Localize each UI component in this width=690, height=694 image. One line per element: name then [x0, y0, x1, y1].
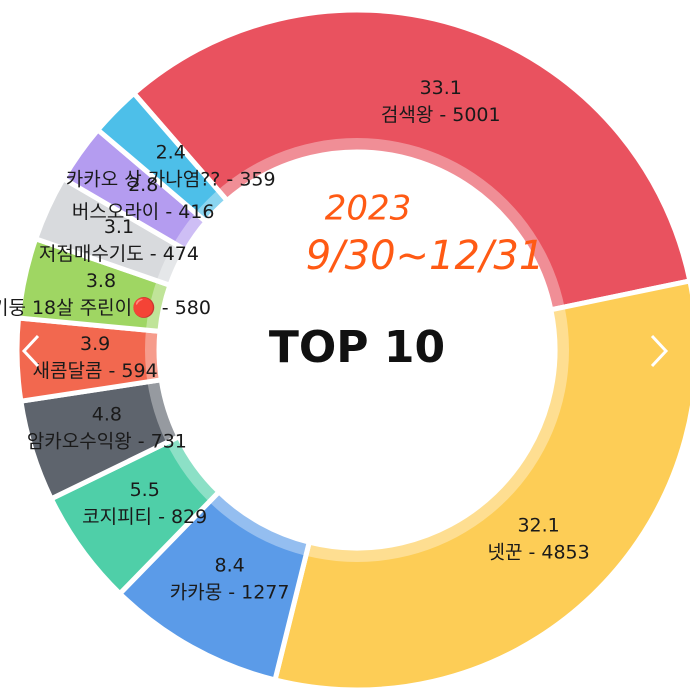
slice-label: 카카오 상 가나염?? - 359 — [66, 168, 276, 190]
slice-label: 검색왕 - 5001 — [381, 104, 501, 126]
annotation: 2023 — [325, 189, 412, 229]
slice-label: 버스오라이 - 416 — [72, 201, 215, 223]
slice-value: 5.5 — [130, 479, 160, 501]
slice-value: 2.8 — [128, 174, 158, 196]
slice-value: 4.8 — [92, 403, 122, 425]
slice-label: 암카오수익왕 - 731 — [27, 430, 187, 452]
slice-label: 저점매수기도 - 474 — [39, 243, 199, 265]
next-arrow[interactable] — [650, 334, 669, 368]
slice-label: 카카몽 - 1277 — [170, 581, 290, 603]
slice-label: 코지피티 - 829 — [82, 506, 207, 528]
slice-value: 2.4 — [156, 141, 186, 163]
donut-hole — [159, 152, 555, 548]
prev-arrow[interactable] — [21, 334, 40, 368]
slice-value: 32.1 — [517, 514, 559, 536]
slice-label: 새콤달콤 - 594 — [33, 360, 158, 382]
slice-value: 3.9 — [80, 333, 110, 355]
slice-label: 기둥 18살 주린이🔴 - 580 — [0, 296, 211, 319]
slice-value: 3.1 — [104, 216, 134, 238]
slice-value: 8.4 — [215, 554, 245, 576]
annotation: 9/30~12/31 — [306, 233, 545, 279]
slices — [14, 7, 690, 693]
center-text: TOP 10 — [269, 322, 445, 373]
slice-label: 넷꾼 - 4853 — [487, 541, 589, 563]
slice-value: 33.1 — [420, 77, 462, 99]
slice-value: 3.8 — [86, 270, 116, 292]
labels: 33.1 검색왕 - 5001 32.1 넷꾼 - 4853 8.4 카카몽 - 1277… — [0, 77, 590, 603]
